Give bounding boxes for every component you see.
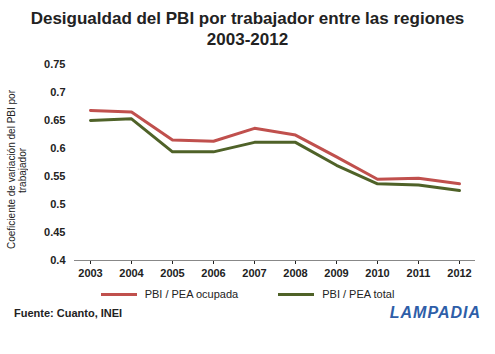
svg-text:2004: 2004 [119, 267, 144, 279]
svg-text:0.55: 0.55 [44, 170, 65, 182]
html-text:LAMPADIA: LAMPADIA [389, 304, 481, 321]
html-text:Desigualdad del PBI por trabaj: Desigualdad del PBI por trabajador entre… [30, 9, 465, 49]
html-text:Coeficiente de variación del P: Coeficiente de variación del PBI por tra… [6, 90, 28, 250]
svg-text:0.4: 0.4 [50, 254, 66, 266]
svg-text:2007: 2007 [242, 267, 266, 279]
svg-text:0.6: 0.6 [50, 142, 65, 154]
svg-text:2011: 2011 [407, 267, 431, 279]
svg-text:0.65: 0.65 [44, 114, 65, 126]
html-text:PBI / PEA total: PBI / PEA total [322, 288, 395, 300]
svg-text:0.45: 0.45 [44, 226, 65, 238]
svg-text:2010: 2010 [365, 267, 389, 279]
svg-text:2006: 2006 [201, 267, 225, 279]
html-text:Fuente: Cuanto, INEI: Fuente: Cuanto, INEI [14, 307, 123, 319]
svg-text:2003: 2003 [78, 267, 102, 279]
svg-text:0.75: 0.75 [44, 58, 65, 70]
svg-text:0.5: 0.5 [50, 198, 65, 210]
svg-text:0.7: 0.7 [50, 86, 65, 98]
svg-text:2012: 2012 [447, 267, 471, 279]
html-text:PBI / PEA ocupada: PBI / PEA ocupada [144, 288, 239, 300]
svg-text:2005: 2005 [160, 267, 184, 279]
svg-text:2008: 2008 [283, 267, 307, 279]
svg-text:2009: 2009 [324, 267, 348, 279]
